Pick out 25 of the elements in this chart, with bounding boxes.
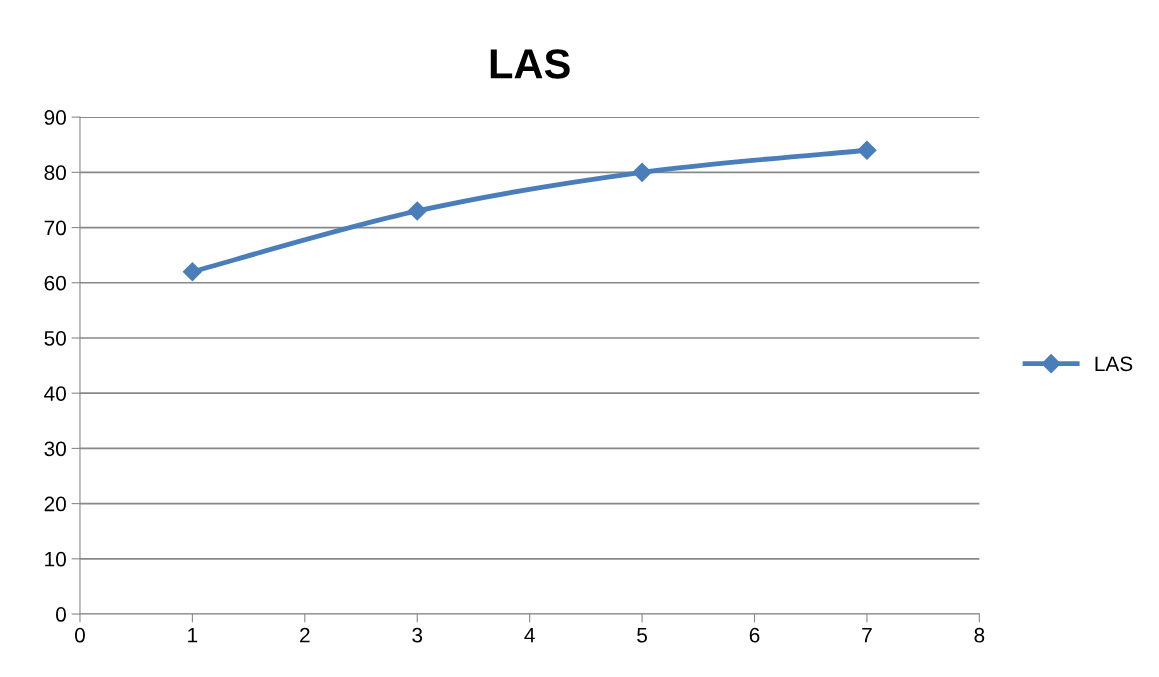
y-tick-label: 30 xyxy=(44,441,66,457)
y-tick-label: 80 xyxy=(44,165,66,181)
y-tick-label: 90 xyxy=(44,110,66,125)
point xyxy=(182,262,202,282)
point xyxy=(857,140,877,160)
y-tick-label: 50 xyxy=(44,330,66,346)
y-tick-label: 70 xyxy=(44,220,66,236)
chart-title: LAS xyxy=(490,49,570,79)
x-tick-label: 2 xyxy=(300,627,310,643)
x-tick-label: 4 xyxy=(524,628,535,643)
y-tick-label: 60 xyxy=(44,275,66,291)
point xyxy=(407,201,427,221)
x-tick-label: 5 xyxy=(637,628,648,643)
y-tick-label: 0 xyxy=(56,607,66,622)
y-tick-label: 20 xyxy=(44,496,66,512)
legend-label: LAS xyxy=(1095,356,1133,372)
point xyxy=(632,162,652,182)
x-tick-label: 1 xyxy=(188,628,198,643)
x-tick-label: 0 xyxy=(74,627,85,643)
x-tick-label: 6 xyxy=(749,627,760,643)
x-tick-label: 7 xyxy=(862,628,872,643)
y-tick-label: 40 xyxy=(44,386,66,401)
x-tick-label: 3 xyxy=(412,627,423,643)
x-tick-label: 8 xyxy=(974,627,985,643)
y-tick-label: 10 xyxy=(45,551,66,567)
